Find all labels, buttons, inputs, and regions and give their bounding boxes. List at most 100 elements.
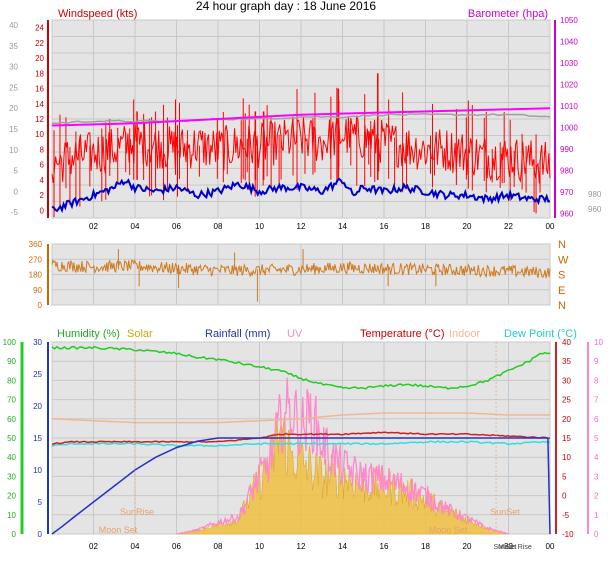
uv-tick: 1 xyxy=(594,511,599,520)
sunrise-label: SunRise xyxy=(120,507,154,517)
x-tick-bottom: 18 xyxy=(421,542,430,551)
wind-tick: 12 xyxy=(35,115,44,124)
wind-tick: 6 xyxy=(40,161,45,170)
baro-tick: 1010 xyxy=(560,102,578,111)
outer-left-tick: 40 xyxy=(9,21,18,30)
x-tick: 14 xyxy=(338,222,347,231)
windspeed-line xyxy=(51,115,551,184)
uv-tick: 7 xyxy=(594,396,599,405)
outer-left-tick: 25 xyxy=(9,83,18,92)
baro-tick: 1030 xyxy=(560,59,578,68)
humidity-tick: 80 xyxy=(7,376,16,385)
x-tick-bottom: 00 xyxy=(546,542,555,551)
compass-tick: E xyxy=(558,285,565,297)
wind-tick: 24 xyxy=(35,24,44,33)
uv-tick: 3 xyxy=(594,472,599,481)
temp-tick: 40 xyxy=(562,338,571,347)
baro-tick: 1040 xyxy=(560,38,578,47)
baro-tick: 1050 xyxy=(560,16,578,25)
wind-tick: 14 xyxy=(35,100,44,109)
humidity-tick: 20 xyxy=(7,492,16,501)
humidity-tick: 10 xyxy=(7,511,16,520)
temp-tick: 25 xyxy=(562,396,571,405)
x-tick: 08 xyxy=(214,222,223,231)
wind-tick: 8 xyxy=(40,145,45,154)
rain-tick: 10 xyxy=(33,466,42,475)
temp-tick: 35 xyxy=(562,357,571,366)
baro-tick: 1000 xyxy=(560,124,578,133)
legend-entry: Rainfall (mm) xyxy=(205,328,270,340)
x-tick: 02 xyxy=(89,222,98,231)
outer-left-tick: 35 xyxy=(9,42,18,51)
uv-line xyxy=(176,377,509,535)
moonset-label-2: Moon Set xyxy=(429,525,468,535)
outer-left-tick: 10 xyxy=(9,146,18,155)
left-axis-title: Windspeed (kts) xyxy=(58,8,137,20)
rain-tick: 25 xyxy=(33,370,42,379)
right-axis-title: Barometer (hpa) xyxy=(468,8,548,20)
temp-tick: -10 xyxy=(562,530,574,539)
legend-entry: Temperature (°C) xyxy=(360,328,444,340)
outer-left-tick: 20 xyxy=(9,104,18,113)
baro-tick: 990 xyxy=(560,145,574,154)
barometer-line xyxy=(51,107,551,127)
humidity-tick: 0 xyxy=(12,530,17,539)
rain-tick: 30 xyxy=(33,338,42,347)
outer-left-tick: -5 xyxy=(11,208,19,217)
wind-direction-marks xyxy=(51,249,551,302)
temp-hum-marks xyxy=(51,342,551,535)
rain-tick: 5 xyxy=(38,498,43,507)
uv-tick: 10 xyxy=(594,338,603,347)
compass-tick: S xyxy=(558,270,565,282)
x-tick-bottom: 06 xyxy=(172,542,181,551)
baro-tick: 970 xyxy=(560,188,574,197)
uv-tick: 9 xyxy=(594,357,599,366)
dir-tick: 90 xyxy=(33,286,42,295)
x-tick: 22 xyxy=(504,222,513,231)
x-tick: 04 xyxy=(131,222,140,231)
compass-tick: N xyxy=(558,239,566,251)
humidity-tick: 30 xyxy=(7,472,16,481)
sunset-label: SunSet xyxy=(490,507,520,517)
temp-tick: 10 xyxy=(562,453,571,462)
outer-left-tick: 5 xyxy=(14,167,19,176)
baro-tick: 1020 xyxy=(560,81,578,90)
x-tick: 06 xyxy=(172,222,181,231)
x-tick: 20 xyxy=(463,222,472,231)
legend-entry: UV xyxy=(287,328,303,340)
humidity-tick: 50 xyxy=(7,434,16,443)
x-tick: 16 xyxy=(380,222,389,231)
dir-tick: 270 xyxy=(29,255,43,264)
compass-tick: W xyxy=(558,254,569,266)
rain-tick: 15 xyxy=(33,434,42,443)
sunset-tick: SunSet xyxy=(494,544,517,551)
humidity-tick: 90 xyxy=(7,357,16,366)
temperature-line xyxy=(51,431,551,446)
x-tick-bottom: 08 xyxy=(214,542,223,551)
rainfall-line xyxy=(51,437,551,535)
humidity-tick: 60 xyxy=(7,415,16,424)
uv-tick: 2 xyxy=(594,492,599,501)
x-tick-bottom: 12 xyxy=(297,542,306,551)
baro-tick: 980 xyxy=(560,167,574,176)
temp-tick: 20 xyxy=(562,415,571,424)
x-tick-bottom: 02 xyxy=(89,542,98,551)
legend-entry: Indoor xyxy=(449,328,481,340)
legend-entry: Humidity (%) xyxy=(57,328,120,340)
outer-left-tick: 30 xyxy=(9,63,18,72)
dir-tick: 180 xyxy=(29,271,43,280)
wind-tick: 0 xyxy=(40,206,45,215)
legend-entry: Solar xyxy=(127,328,153,340)
x-tick-bottom: 14 xyxy=(338,542,347,551)
temp-tick: 0 xyxy=(562,492,567,501)
x-tick: 00 xyxy=(546,222,555,231)
humidity-tick: 70 xyxy=(7,396,16,405)
uv-tick: 6 xyxy=(594,415,599,424)
chart-title: 24 hour graph day : 18 June 2016 xyxy=(196,0,376,13)
wind-tick: 10 xyxy=(35,130,44,139)
x-tick-bottom: 10 xyxy=(255,542,264,551)
temp-tick: 15 xyxy=(562,434,571,443)
x-tick-bottom: 20 xyxy=(463,542,472,551)
outer-right-tick: 980 xyxy=(588,190,602,199)
